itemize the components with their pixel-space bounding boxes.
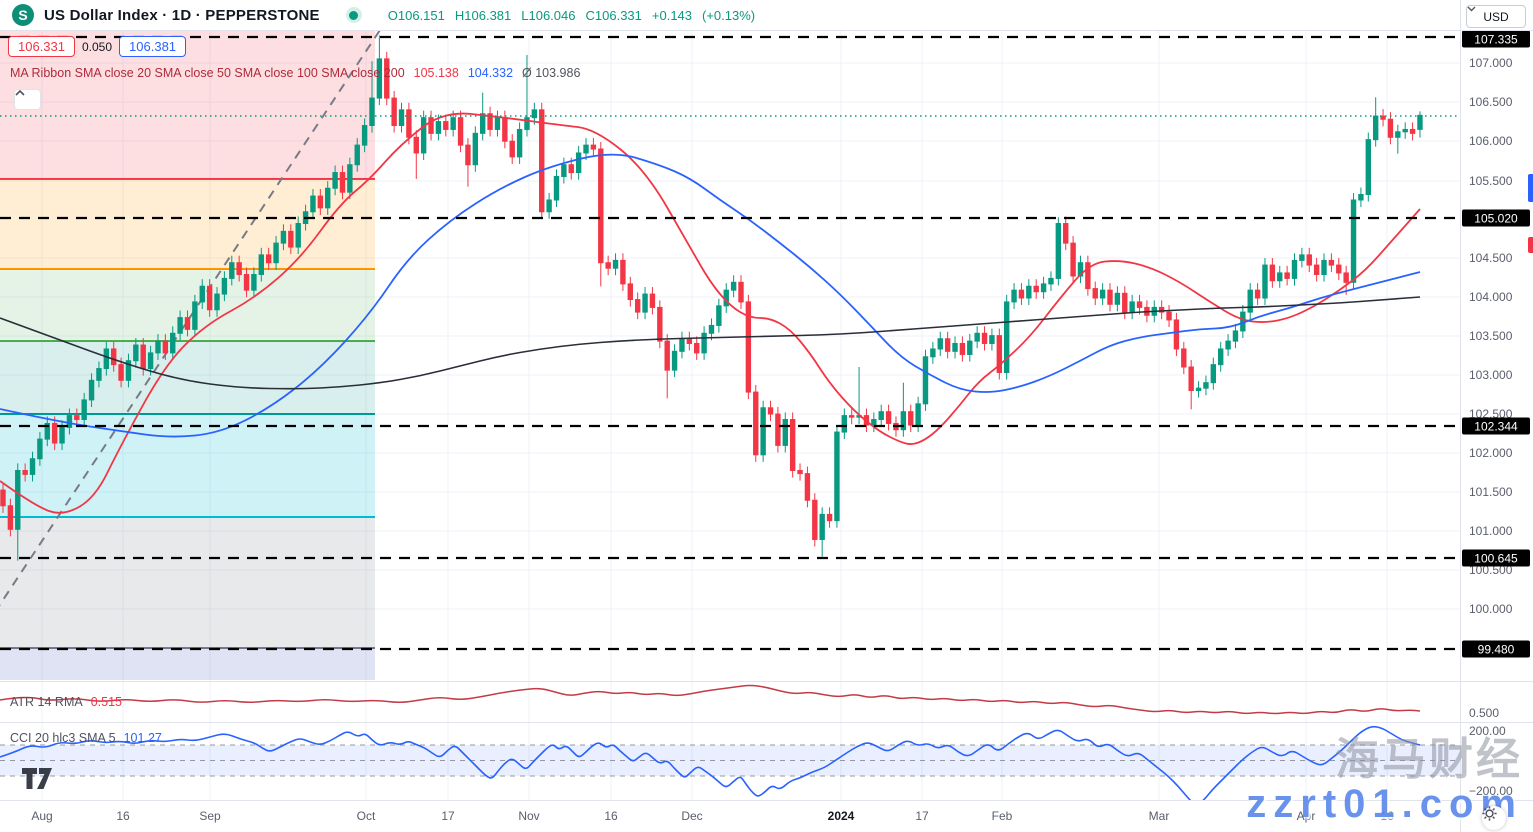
symbol-logo: S [12, 4, 34, 26]
price-tick: 101.000 [1469, 524, 1513, 538]
time-tick: Aug [31, 809, 53, 823]
price-tick: 104.000 [1469, 290, 1513, 304]
tradingview-logo-icon [22, 768, 52, 789]
currency-label: USD [1483, 9, 1509, 24]
price-axis-border [1460, 0, 1461, 832]
clipped-price-label-fragment [1528, 237, 1533, 253]
ask-price-button[interactable]: 106.381 [119, 36, 187, 57]
time-tick: Apr [1296, 809, 1316, 823]
time-tick: 16 [1380, 809, 1394, 823]
atr-legend[interactable]: ATR 14 RMA 0.515 [10, 695, 122, 709]
price-tick: 103.500 [1469, 329, 1513, 343]
cci-label: CCI 20 hlc3 SMA 5 [10, 731, 116, 745]
ohlc-open: O106.151 [387, 7, 445, 23]
time-tick: 16 [604, 809, 618, 823]
overlay-sma-50 [0, 153, 1421, 438]
price-level-badge: 100.645 [1462, 549, 1530, 567]
price-tick: −200.00 [1469, 784, 1513, 798]
chart-canvas[interactable] [0, 0, 1460, 832]
ohlc-high: H106.381 [454, 7, 512, 23]
chevron-down-icon [1467, 6, 1476, 12]
price-level-badge: 99.480 [1462, 640, 1530, 658]
price-tick: 107.000 [1469, 56, 1513, 70]
ma-value-average: Ø 103.986 [522, 66, 581, 80]
price-tick: 104.500 [1469, 251, 1513, 265]
trendline [0, 29, 381, 607]
ohlc-change-pct: (+0.13%) [702, 7, 756, 23]
cci-pane [0, 725, 1460, 806]
ma-value-sma20: 105.138 [413, 66, 459, 80]
ohlc-values: O106.151 H106.381 L106.046 C106.331 +0.1… [388, 8, 755, 23]
dashed-price-levels [0, 35, 1460, 651]
price-tick: 100.000 [1469, 602, 1513, 616]
chevron-up-icon [15, 90, 25, 96]
time-tick: Mar [1148, 809, 1170, 823]
price-tick: 0.500 [1469, 706, 1500, 720]
quote-row: 106.331 0.050 106.381 [8, 36, 187, 57]
time-tick: Oct [356, 809, 376, 823]
price-tick: 106.000 [1469, 134, 1513, 148]
price-tick: 100.500 [1469, 563, 1513, 577]
clipped-price-label-fragment [1528, 174, 1533, 202]
price-level-badge: 105.020 [1462, 209, 1530, 227]
ma-value-sma50: 104.332 [467, 66, 514, 80]
pane-separator-atr-cci[interactable] [0, 722, 1533, 723]
price-axis[interactable]: 107.000 106.500 106.000 105.500 104.500 104.0… [1461, 30, 1533, 832]
ma-ribbon-bands [0, 30, 375, 680]
price-tick: 102.000 [1469, 446, 1513, 460]
price-tick: 103.000 [1469, 368, 1513, 382]
time-tick: 17 [441, 809, 455, 823]
market-status-icon[interactable] [345, 7, 362, 23]
bid-price-button[interactable]: 106.331 [8, 36, 75, 57]
cci-line [0, 725, 1421, 806]
time-tick: Sep [199, 809, 221, 823]
currency-dropdown[interactable]: USD [1466, 5, 1526, 28]
price-tick: 200.00 [1469, 724, 1506, 738]
spread-value: 0.050 [82, 39, 113, 54]
price-tick: 106.500 [1469, 95, 1513, 109]
pane-separator-cci-time [0, 800, 1533, 801]
atr-line [0, 684, 1421, 715]
overlay-sma-20 [0, 112, 1421, 514]
legend-collapse-button[interactable] [14, 89, 41, 110]
price-tick: 101.500 [1469, 485, 1513, 499]
grid [0, 30, 1460, 800]
cci-legend[interactable]: CCI 20 hlc3 SMA 5 101.27 [10, 731, 162, 745]
gear-icon [1482, 806, 1497, 821]
atr-label: ATR 14 RMA [10, 695, 83, 709]
atr-value: 0.515 [90, 695, 122, 709]
time-tick: 16 [116, 809, 130, 823]
price-tick: 105.500 [1469, 174, 1513, 188]
overlay-sma-200 [0, 296, 1421, 390]
ma-ribbon-legend[interactable]: MA Ribbon SMA close 20 SMA close 50 SMA … [10, 66, 580, 80]
candles [0, 35, 1423, 561]
ohlc-change: +0.143 [651, 7, 693, 23]
ma-ribbon-label: MA Ribbon SMA close 20 SMA close 50 SMA … [10, 66, 405, 80]
ohlc-close: C106.331 [585, 7, 642, 23]
time-tick: Feb [991, 809, 1013, 823]
ohlc-low: L106.046 [521, 7, 576, 23]
symbol-title[interactable]: US Dollar Index · 1D · PEPPERSTONE [44, 6, 320, 24]
time-tick: Nov [518, 809, 540, 823]
time-tick: Dec [681, 809, 703, 823]
time-axis[interactable]: Aug 16 Sep Oct 17 Nov 16 Dec 2024 17 Feb Mar Apr 16 [0, 801, 1460, 832]
time-tick: 2024 [827, 809, 855, 823]
cci-value: 101.27 [123, 731, 162, 745]
settings-gear-button[interactable] [1482, 806, 1506, 830]
toolbar: S US Dollar Index · 1D · PEPPERSTONE O10… [0, 0, 1533, 31]
time-tick: 17 [915, 809, 929, 823]
pane-separator-main-atr[interactable] [0, 681, 1533, 682]
price-level-badge: 107.335 [1462, 30, 1530, 48]
price-level-badge: 102.344 [1462, 417, 1530, 435]
